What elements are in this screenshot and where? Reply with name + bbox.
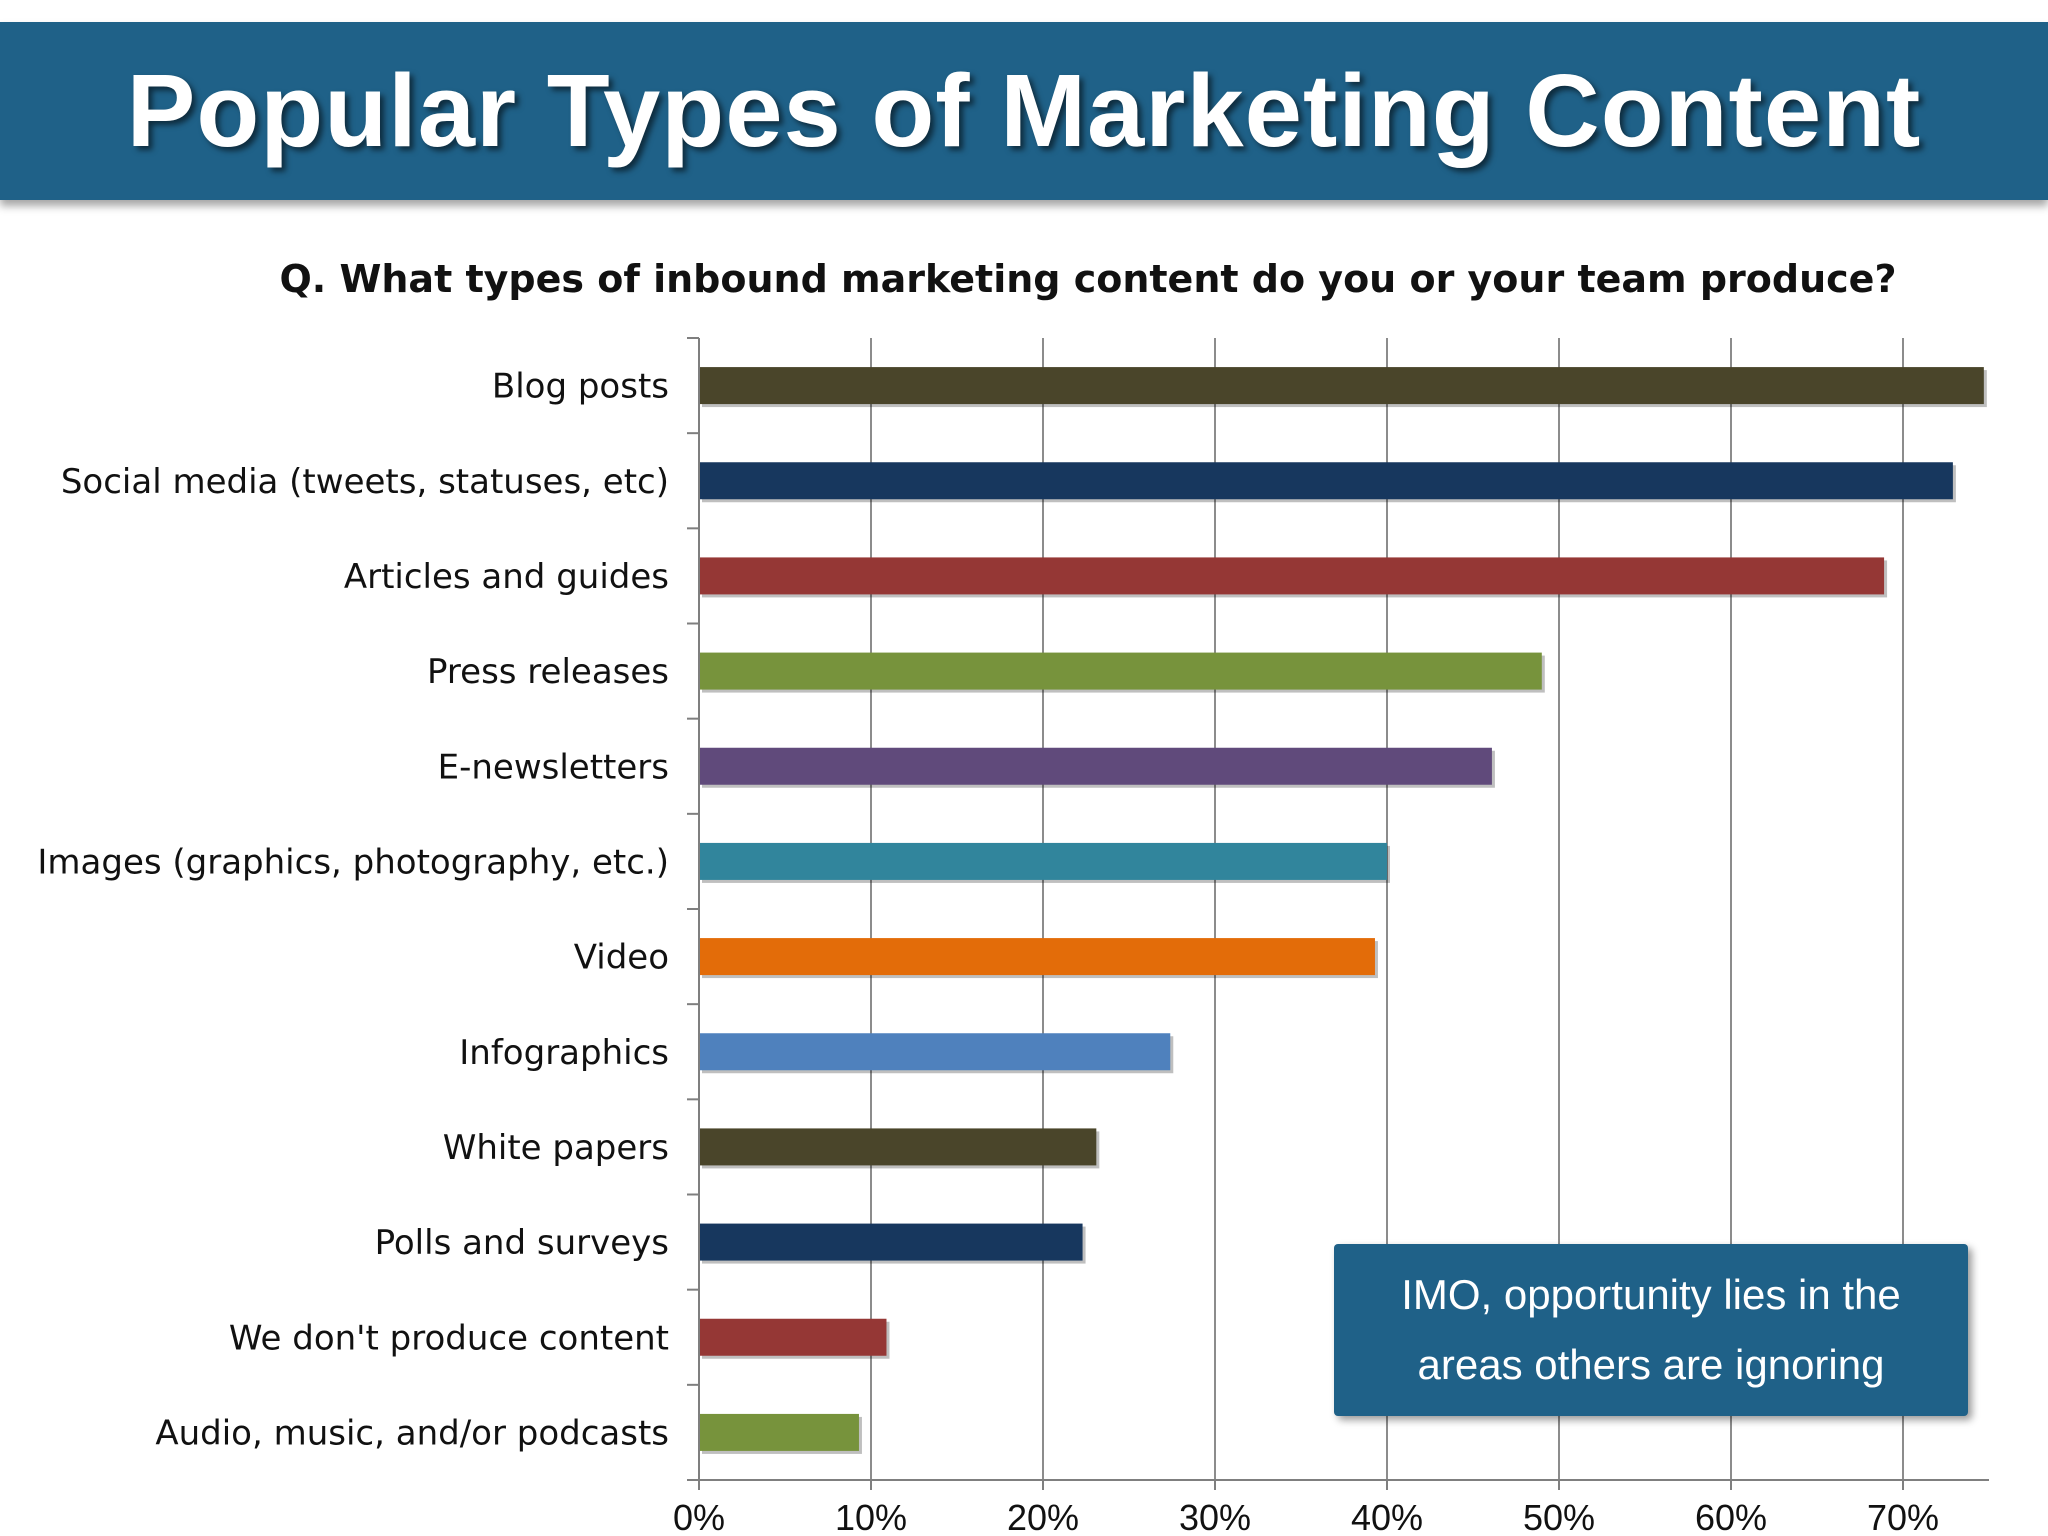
bar [699, 1413, 859, 1451]
bars [699, 367, 1987, 1454]
category-label: Polls and surveys [375, 1223, 669, 1263]
axes [687, 337, 1989, 1490]
callout-box: IMO, opportunity lies in the areas other… [1334, 1244, 1968, 1416]
bar [699, 462, 1953, 500]
page-title: Popular Types of Marketing Content [126, 53, 1922, 168]
category-label: Infographics [459, 1033, 669, 1073]
x-tick-label: 70% [1867, 1497, 1939, 1536]
callout-line-1: IMO, opportunity lies in the [1401, 1271, 1901, 1318]
category-label: Articles and guides [344, 557, 669, 597]
category-label: White papers [443, 1128, 669, 1168]
tick-labels: 0% 10% 20% 30% 40% 50% 60% 70% [673, 1497, 1939, 1536]
category-label: We don't produce content [229, 1318, 669, 1358]
bar [699, 1033, 1171, 1071]
callout-line-2: areas others are ignoring [1417, 1341, 1885, 1388]
category-label: Blog posts [492, 367, 669, 407]
bar [699, 1223, 1083, 1261]
bar [699, 652, 1542, 690]
bar [699, 747, 1492, 785]
x-tick-label: 10% [835, 1497, 907, 1536]
category-labels: Blog posts Social media (tweets, statuses… [37, 367, 669, 1454]
x-tick-label: 60% [1695, 1497, 1767, 1536]
bar [699, 1318, 887, 1356]
category-label: Social media (tweets, statuses, etc) [61, 462, 669, 502]
x-tick-label: 0% [673, 1497, 725, 1536]
category-label: Images (graphics, photography, etc.) [37, 842, 669, 882]
category-label: E-newsletters [438, 747, 669, 787]
x-tick-label: 20% [1007, 1497, 1079, 1536]
category-label: Audio, music, and/or podcasts [155, 1413, 669, 1453]
bar [699, 938, 1375, 976]
category-label: Press releases [427, 652, 669, 692]
x-tick-label: 50% [1523, 1497, 1595, 1536]
bar [699, 1128, 1097, 1166]
x-tick-label: 30% [1179, 1497, 1251, 1536]
bar [699, 557, 1885, 595]
x-tick-label: 40% [1351, 1497, 1423, 1536]
bar [699, 842, 1387, 880]
category-label: Video [574, 938, 669, 978]
title-banner: Popular Types of Marketing Content [0, 22, 2048, 200]
bar [699, 367, 1984, 405]
chart-question: Q. What types of inbound marketing conte… [280, 257, 1897, 301]
